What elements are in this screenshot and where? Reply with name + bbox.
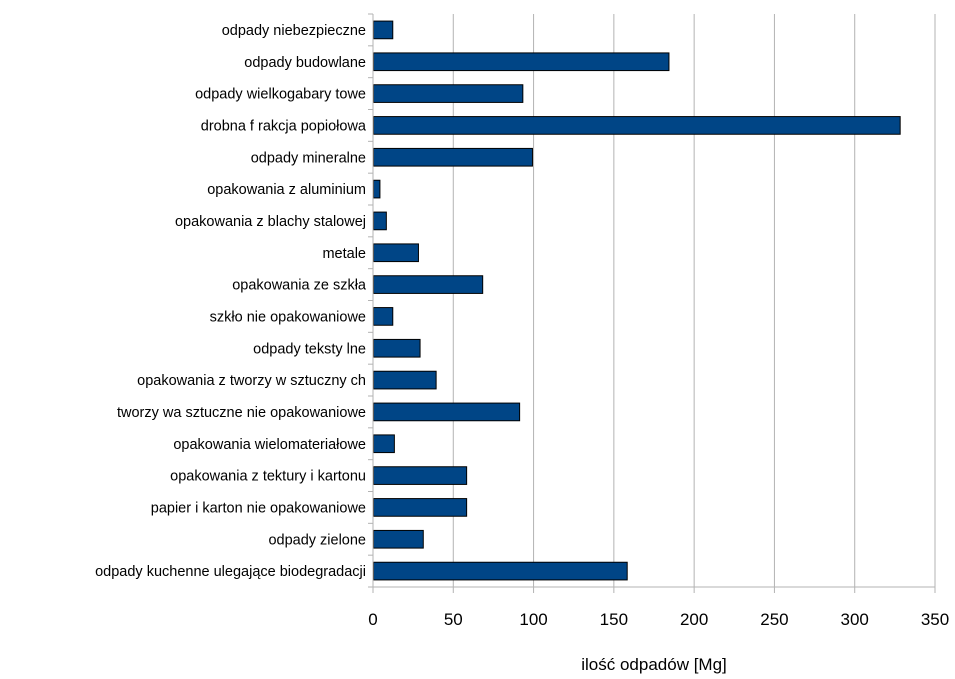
- bar: [373, 307, 394, 326]
- category-label: szkło nie opakowaniowe: [210, 309, 366, 325]
- x-tick-label: 250: [760, 610, 788, 629]
- bar: [373, 434, 395, 454]
- bar: [373, 338, 421, 358]
- bar: [373, 179, 381, 199]
- category-label: odpady kuchenne ulegające biodegradacji: [95, 564, 366, 580]
- bar: [373, 211, 387, 231]
- x-tick-label: 200: [680, 610, 708, 629]
- category-label: drobna f rakcja popiołowa: [201, 118, 367, 134]
- bar: [373, 147, 533, 167]
- category-label: opakowania z blachy stalowej: [175, 214, 366, 230]
- category-label: odpady mineralne: [251, 150, 366, 166]
- bar: [373, 52, 670, 72]
- x-tick-label: 50: [444, 610, 463, 629]
- category-label: opakowania z tektury i kartonu: [170, 469, 366, 485]
- bar: [373, 84, 524, 103]
- x-tick-labels: 0 50 100 150 200 250 300 350: [368, 610, 949, 629]
- x-tick-label: 350: [921, 610, 949, 629]
- category-label: opakowania ze szkła: [232, 278, 367, 294]
- bar: [373, 370, 437, 390]
- bar: [373, 466, 468, 485]
- bars: [373, 20, 901, 581]
- x-tick-label: 0: [368, 610, 377, 629]
- bar: [373, 275, 484, 294]
- bar: [373, 498, 468, 517]
- x-axis-title: ilość odpadów [Mg]: [581, 655, 727, 674]
- category-label: odpady niebezpieczne: [222, 23, 366, 39]
- category-label: opakowania wielomateriałowe: [173, 437, 366, 453]
- category-label: odpady wielkogabary towe: [195, 87, 366, 103]
- category-label: opakowania z aluminium: [207, 182, 366, 198]
- category-label: odpady zielone: [268, 532, 366, 548]
- category-label: odpady teksty lne: [253, 341, 366, 357]
- bar: [373, 561, 628, 581]
- category-label: metale: [322, 246, 366, 262]
- bar: [373, 529, 424, 549]
- x-tick-label: 300: [841, 610, 869, 629]
- gridlines: [452, 14, 936, 587]
- category-label: tworzy wa sztuczne nie opakowaniowe: [117, 405, 366, 421]
- bar: [373, 116, 901, 135]
- x-tick-label: 100: [519, 610, 547, 629]
- bar: [373, 20, 394, 40]
- bar: [373, 402, 521, 422]
- category-label: papier i karton nie opakowaniowe: [151, 500, 366, 516]
- bar: [373, 243, 419, 263]
- x-tick-label: 150: [600, 610, 628, 629]
- category-labels: odpady niebezpieczne odpady budowlane odpa…: [95, 23, 367, 580]
- category-label: opakowania z tworzy w sztuczny ch: [137, 373, 366, 389]
- category-label: odpady budowlane: [244, 55, 366, 71]
- axes: [368, 13, 936, 593]
